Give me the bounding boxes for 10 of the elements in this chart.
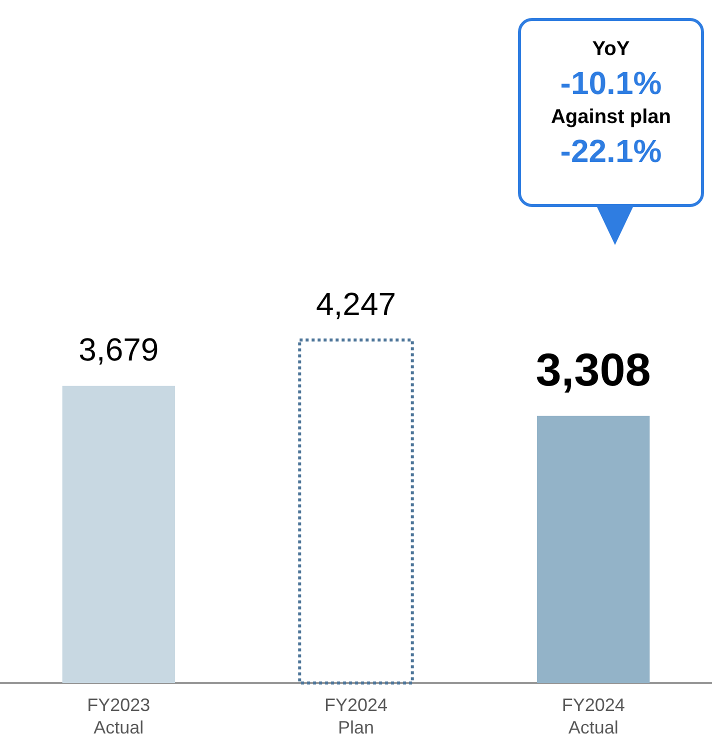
text: -22.1% xyxy=(559,132,663,171)
x-tick-label: FY2023 Actual xyxy=(87,695,150,738)
text: Against plan xyxy=(550,105,672,130)
x-tick-label: FY2024 Actual xyxy=(562,695,625,738)
text: YoY xyxy=(591,37,631,62)
data-label: 3,679 xyxy=(78,332,159,368)
data-label: 3,308 xyxy=(536,344,651,396)
data-label: 4,247 xyxy=(316,286,396,322)
text: -10.1% xyxy=(559,64,663,103)
x-tick-label: FY2024 Plan xyxy=(324,695,388,738)
